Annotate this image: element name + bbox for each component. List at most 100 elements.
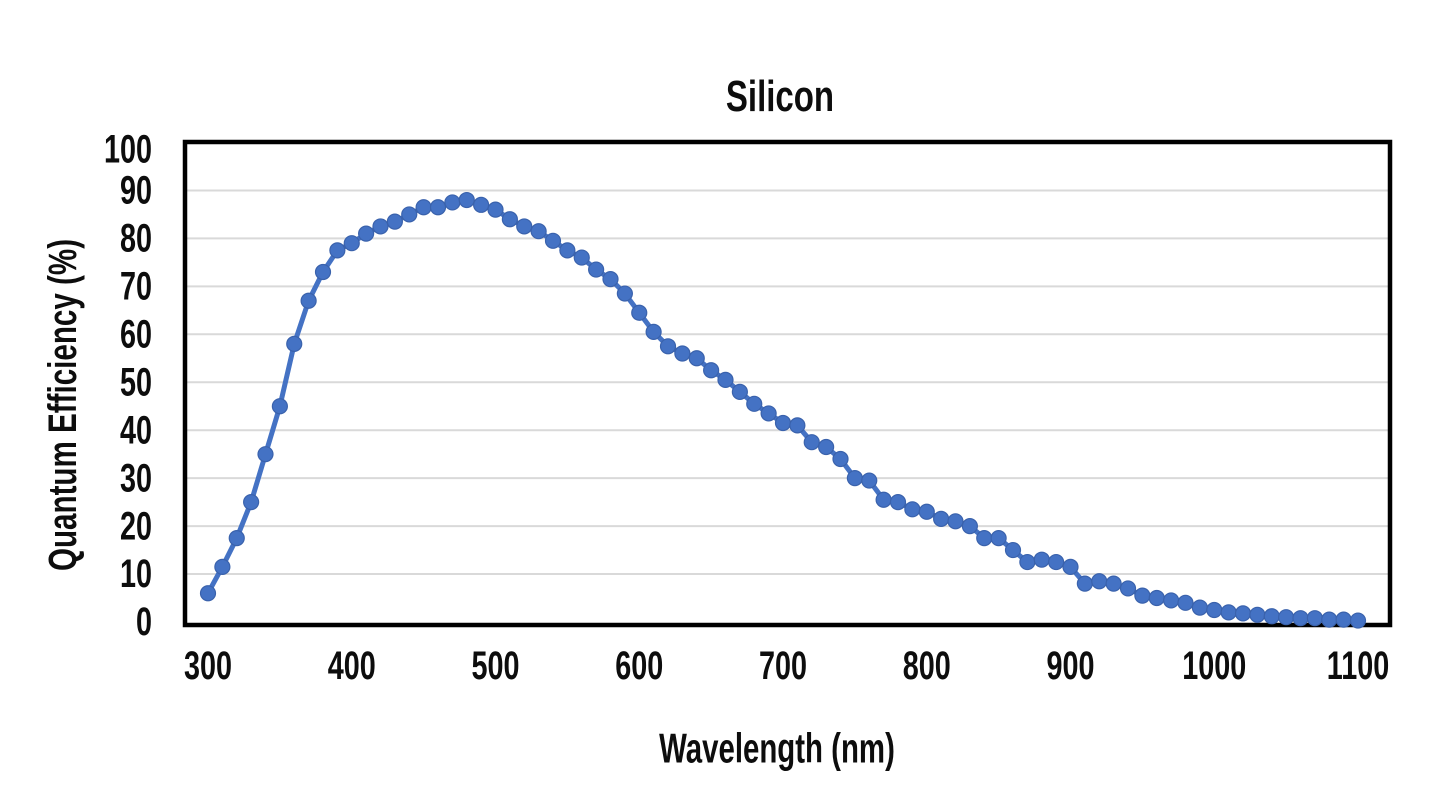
data-point	[573, 249, 590, 266]
data-point	[703, 362, 720, 379]
data-point	[947, 513, 964, 530]
data-point	[1004, 541, 1022, 559]
data-point	[199, 585, 217, 602]
data-point	[789, 417, 806, 434]
data-point	[516, 218, 533, 235]
data-point	[1234, 605, 1252, 622]
x-tick-label: 300	[184, 644, 232, 689]
y-tick-label: 50	[120, 360, 152, 405]
x-tick-label: 500	[471, 644, 519, 689]
chart-title: Silicon	[726, 73, 834, 122]
data-point	[1134, 587, 1151, 604]
data-point	[559, 242, 576, 259]
data-point	[415, 199, 432, 216]
data-point	[228, 529, 245, 547]
data-point	[1033, 551, 1050, 568]
y-tick-label: 90	[120, 168, 152, 213]
data-point	[990, 529, 1007, 547]
y-tick-label: 60	[120, 312, 152, 357]
x-tick-label: 900	[1046, 644, 1094, 689]
data-point	[257, 446, 274, 463]
data-point	[1119, 580, 1137, 597]
data-point	[429, 199, 447, 216]
data-point	[645, 323, 662, 341]
data-point	[1191, 599, 1208, 616]
plot-frame	[182, 139, 1393, 628]
plot-border	[182, 139, 1393, 628]
data-point	[602, 271, 619, 288]
data-point	[731, 383, 748, 400]
data-point	[487, 201, 504, 218]
x-tick-label: 1000	[1182, 644, 1246, 689]
x-tick-label: 700	[759, 644, 807, 689]
data-point	[501, 211, 518, 228]
y-tick-label: 40	[120, 408, 152, 453]
data-point	[343, 235, 360, 252]
x-tick-labels: 300 400 500 600 700 800 900 1000 1100	[184, 644, 1389, 689]
data-point	[760, 405, 777, 422]
data-point	[1335, 611, 1352, 628]
data-point	[401, 206, 418, 223]
data-point	[458, 191, 475, 209]
data-point	[1076, 575, 1093, 592]
data-point	[473, 196, 490, 213]
data-point	[530, 223, 547, 240]
data-point	[444, 194, 461, 211]
data-point	[372, 218, 389, 235]
data-point	[243, 494, 260, 511]
x-tick-label: 400	[328, 644, 376, 689]
data-point	[1019, 553, 1036, 571]
data-point	[1278, 609, 1295, 626]
data-point	[214, 558, 231, 575]
qe-series-points	[199, 191, 1367, 629]
y-tick-label: 80	[120, 216, 152, 261]
gridlines	[187, 189, 1388, 576]
data-point	[1091, 573, 1108, 590]
data-point	[861, 472, 878, 489]
x-tick-label: 600	[615, 644, 663, 689]
x-tick-label: 1100	[1327, 644, 1389, 689]
data-point	[631, 304, 648, 321]
data-point	[544, 232, 562, 249]
data-point	[1292, 610, 1309, 627]
data-point	[659, 338, 677, 355]
data-point	[774, 414, 792, 432]
data-point	[386, 213, 403, 230]
y-tick-label: 20	[120, 504, 152, 549]
y-tick-label: 0	[136, 600, 152, 645]
data-point	[1306, 610, 1323, 627]
y-tick-label: 30	[120, 456, 152, 501]
data-point	[746, 395, 763, 412]
data-point	[1105, 575, 1122, 592]
y-axis-label: Quantum Efficiency (%)	[41, 239, 85, 571]
x-tick-label: 800	[903, 644, 951, 689]
data-point	[904, 501, 921, 518]
data-point	[1263, 608, 1280, 625]
data-point	[286, 335, 303, 352]
x-axis-label: Wavelength (nm)	[659, 724, 895, 772]
data-point	[918, 503, 935, 520]
data-point	[832, 450, 849, 468]
data-point	[1249, 606, 1266, 623]
data-point	[688, 350, 705, 367]
y-tick-label: 70	[120, 264, 152, 309]
data-point	[1048, 553, 1065, 571]
data-point	[588, 261, 605, 278]
data-point	[674, 345, 691, 362]
data-point	[1349, 612, 1367, 629]
data-point	[961, 517, 978, 535]
data-point	[616, 285, 633, 302]
data-point	[933, 510, 950, 528]
data-point	[1206, 601, 1223, 619]
data-point	[1177, 594, 1194, 611]
data-point	[358, 225, 375, 242]
data-point	[1220, 604, 1237, 621]
data-point	[271, 398, 288, 415]
data-point	[1163, 592, 1180, 609]
data-point	[875, 491, 892, 508]
series-polyline	[205, 197, 1361, 624]
data-point	[803, 434, 820, 451]
